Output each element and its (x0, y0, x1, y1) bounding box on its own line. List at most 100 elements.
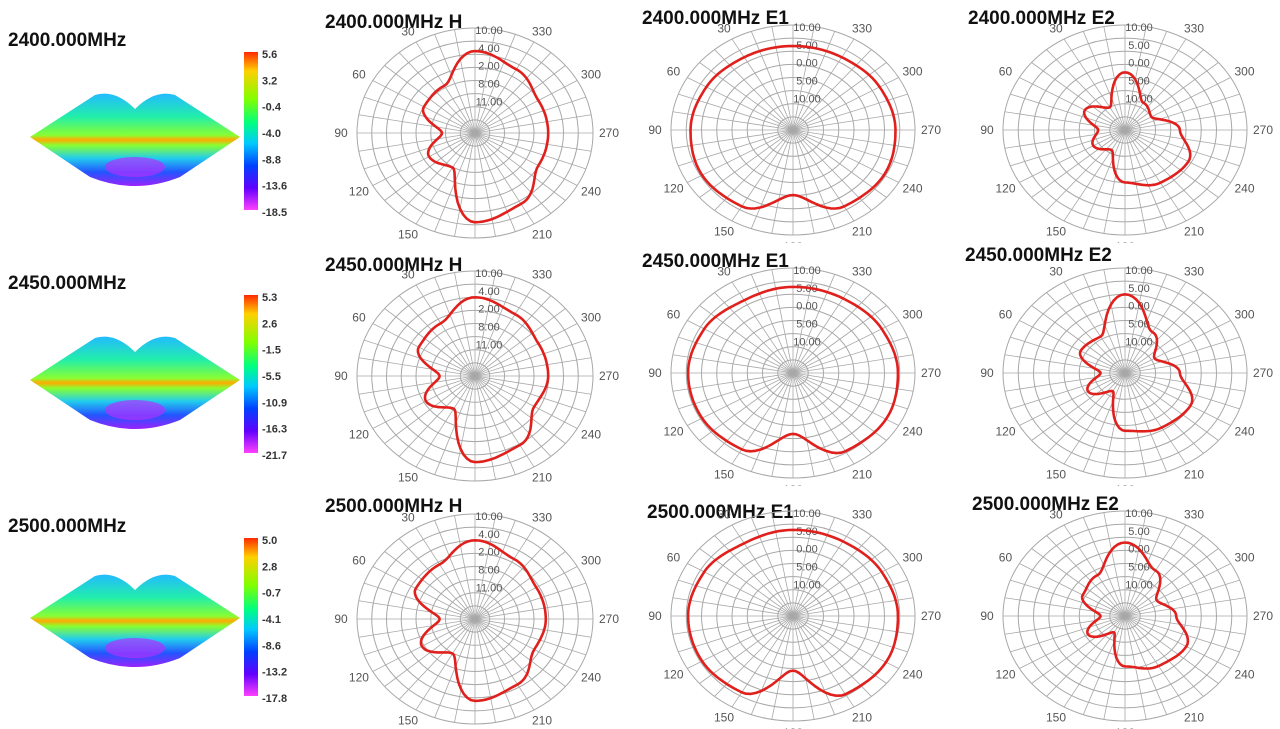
colorbar-gradient (244, 295, 258, 453)
grid-spoke (771, 26, 794, 131)
grid-spoke (454, 618, 476, 723)
grid-spoke (1124, 372, 1147, 477)
grid-spoke (687, 372, 794, 426)
radial-label: 5.00 (1128, 319, 1149, 331)
grid-spoke (792, 372, 914, 392)
grid-spoke (1063, 281, 1126, 374)
grid-spoke (474, 132, 578, 186)
grid-spoke (363, 618, 476, 656)
radial-label: 11.00 (476, 339, 503, 351)
grid-spoke (699, 372, 794, 441)
grid-spoke (1124, 269, 1147, 374)
angle-label: 300 (902, 65, 922, 79)
polar-chart-h: 30609012015018021024027030033010.004.002… (334, 511, 619, 728)
angle-label: 270 (1253, 609, 1273, 623)
chart-title-e1: 2500.000MHz E1 (647, 502, 794, 523)
angle-label: 330 (1184, 22, 1204, 36)
grid-spoke (792, 372, 815, 477)
grid-spoke (792, 615, 815, 720)
angle-label: 150 (714, 467, 734, 481)
pattern-curve (686, 285, 900, 455)
grid-spoke (1103, 129, 1126, 234)
grid-spoke (1046, 49, 1126, 131)
grid-spoke (731, 281, 794, 374)
grid-spoke (792, 129, 815, 234)
grid-spoke (678, 372, 794, 410)
angle-label: 150 (398, 713, 418, 727)
grid-spoke (372, 566, 476, 620)
angle-label: 210 (852, 224, 872, 238)
pattern-surface (30, 574, 240, 667)
grid-spoke (474, 96, 587, 134)
grid-spoke (474, 375, 578, 429)
grid-spoke (372, 132, 476, 186)
radial-label: 0.00 (796, 301, 817, 313)
angle-label: 30 (401, 25, 415, 39)
colorbar-tick: -8.6 (262, 640, 281, 652)
angle-label: 90 (334, 369, 348, 383)
grid-spoke (1124, 93, 1240, 131)
grid-spoke (792, 372, 855, 465)
grid-spoke (1124, 129, 1240, 167)
pattern-curve (686, 528, 900, 697)
frequency-label: 2450.000MHz (8, 273, 127, 294)
polar-chart-e1: 30 60 90 120 150 180 210 240 270 300 330 10.00 5.00 0… (648, 508, 941, 729)
grid-spoke (1082, 615, 1126, 715)
polar-chart-e2: 30 60 90 120 150 180 210 240 270 300 330 10.00 5.00 0… (980, 22, 1273, 243)
colorbar-tick: 2.6 (262, 318, 277, 330)
angle-label: 210 (532, 713, 552, 727)
grid-spoke (1082, 31, 1126, 131)
grid-spoke (792, 31, 836, 131)
grid-spoke (792, 77, 899, 131)
grid-spoke (792, 26, 815, 131)
grid-spoke (474, 618, 592, 638)
grid-spoke (672, 129, 794, 149)
grid-spoke (474, 538, 552, 620)
radial-label: 2.00 (478, 304, 499, 316)
grid-spoke (1124, 31, 1168, 131)
angle-label: 60 (667, 551, 681, 565)
grid-spoke (1124, 372, 1240, 410)
grid-spoke (1103, 269, 1126, 374)
grid-spoke (792, 615, 872, 697)
angle-label: 240 (1234, 425, 1254, 439)
angle-label: 120 (663, 668, 683, 682)
grid-spoke (672, 615, 794, 635)
grid-spoke (474, 80, 578, 134)
colorbar-tick: 2.8 (262, 561, 277, 573)
grid-spoke (474, 132, 566, 201)
grid-spoke (363, 96, 476, 134)
angle-label: 330 (852, 22, 872, 36)
angle-label: 90 (980, 123, 994, 137)
grid-spoke (474, 295, 552, 377)
grid-spoke (1019, 372, 1126, 426)
grid-spoke (474, 618, 496, 723)
grid-spoke (1063, 615, 1126, 708)
angle-label: 30 (401, 511, 415, 525)
radial-label: 10.00 (1125, 579, 1153, 591)
grid-spoke (474, 132, 552, 214)
grid-spoke (1124, 305, 1219, 374)
colorbar-tick: -13.2 (262, 667, 287, 679)
grid-spoke (474, 284, 535, 377)
grid-spoke (384, 132, 476, 201)
grid-spoke (1124, 615, 1219, 684)
radial-label: 0.00 (796, 58, 817, 70)
grid-spoke (792, 38, 855, 131)
grid-spoke (792, 129, 899, 183)
radial-label: 0.00 (1128, 301, 1149, 313)
grid-spoke (1004, 111, 1126, 131)
colorbar-tick: 5.6 (262, 49, 277, 61)
angle-label: 300 (1234, 551, 1254, 565)
grid-spoke (474, 515, 496, 620)
radial-label: 4.00 (478, 529, 499, 541)
grid-spoke (1124, 517, 1168, 617)
grid-spoke (1031, 305, 1126, 374)
grid-spoke (1010, 615, 1126, 653)
angle-label: 330 (1184, 265, 1204, 279)
radial-label: 10.00 (1125, 22, 1153, 34)
grid-spoke (1124, 615, 1187, 708)
grid-spoke (792, 615, 908, 653)
grid-spoke (474, 618, 552, 700)
grid-spoke (1124, 38, 1187, 131)
